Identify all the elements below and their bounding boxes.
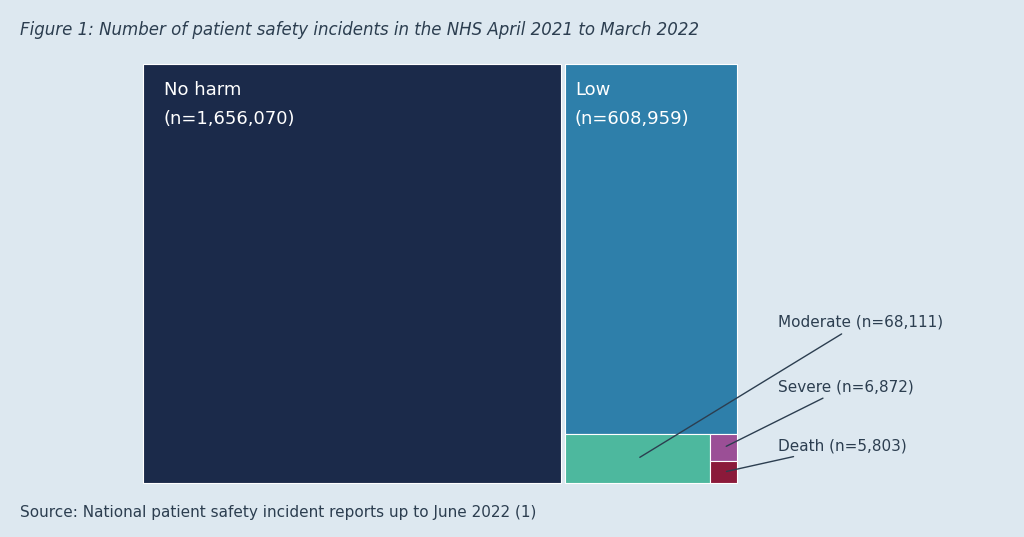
Text: (n=1,656,070): (n=1,656,070) (164, 110, 295, 128)
Bar (564, 434, 711, 483)
Text: Death (n=5,803): Death (n=5,803) (726, 438, 907, 471)
Text: Severe (n=6,872): Severe (n=6,872) (726, 379, 914, 446)
Text: (n=608,959): (n=608,959) (574, 110, 689, 128)
Bar (564, 64, 737, 434)
Bar (143, 64, 560, 483)
Bar (711, 434, 737, 461)
Text: No harm: No harm (164, 81, 242, 99)
Bar (711, 461, 737, 483)
Text: Low: Low (574, 81, 610, 99)
Text: Source: National patient safety incident reports up to June 2022 (1): Source: National patient safety incident… (20, 505, 537, 520)
Text: Moderate (n=68,111): Moderate (n=68,111) (640, 315, 943, 458)
Text: Figure 1: Number of patient safety incidents in the NHS April 2021 to March 2022: Figure 1: Number of patient safety incid… (20, 21, 699, 40)
